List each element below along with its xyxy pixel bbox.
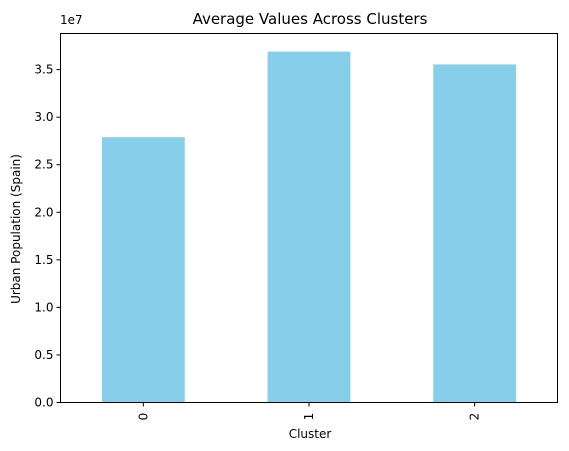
x-axis-ticks: 0 1 2: [136, 402, 482, 421]
y-axis-offset-label: 1e7: [60, 13, 83, 27]
y-tick-label: 2.0: [34, 205, 53, 219]
x-axis-label: Cluster: [289, 427, 332, 441]
y-tick-label: 1.0: [34, 300, 53, 314]
y-axis-label: Urban Population (Spain): [9, 154, 23, 304]
bar-cluster-0: [101, 137, 185, 403]
y-tick-label: 0.5: [34, 348, 53, 362]
y-tick-label: 1.5: [34, 253, 53, 267]
y-tick-label: 0.0: [34, 396, 53, 410]
x-tick-label: 1: [302, 413, 316, 421]
x-tick-label: 0: [136, 413, 150, 421]
y-tick-label: 2.5: [34, 158, 53, 172]
y-tick-label: 3.0: [34, 110, 53, 124]
bar-cluster-2: [433, 64, 517, 403]
y-axis-ticks: 0.0 0.5 1.0 1.5 2.0 2.5 3.0 3.5: [34, 63, 61, 410]
chart-title: Average Values Across Clusters: [193, 10, 428, 28]
plot-frame: [60, 33, 558, 403]
bar-cluster-1: [267, 51, 351, 403]
x-tick-label: 2: [468, 413, 482, 421]
y-tick-label: 3.5: [34, 63, 53, 77]
bars-group: [101, 51, 517, 403]
